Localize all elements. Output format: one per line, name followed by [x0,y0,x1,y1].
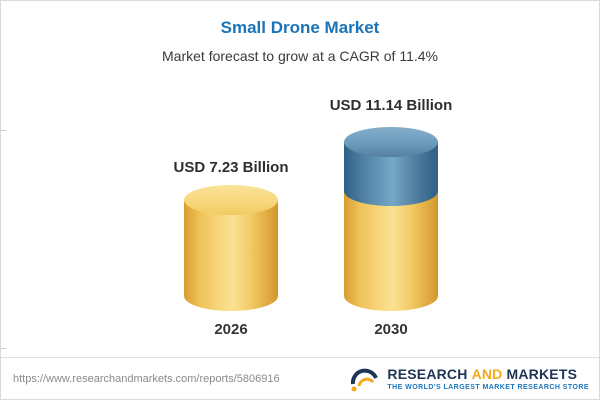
axis-tick-bottom [1,348,6,349]
logo-mark-icon [351,368,379,392]
logo-tagline: THE WORLD'S LARGEST MARKET RESEARCH STOR… [387,383,589,391]
logo-text: RESEARCH AND MARKETS THE WORLD'S LARGEST M… [387,366,589,391]
logo-word-markets: MARKETS [506,365,578,382]
brand-logo: RESEARCH AND MARKETS THE WORLD'S LARGEST M… [347,363,589,393]
chart-title: Small Drone Market [220,18,380,37]
bar-2030-yellow-segment [344,191,438,296]
bar-2026-top-face [184,185,278,215]
logo-word-and: AND [471,365,503,382]
chart-subtitle: Market forecast to grow at a CAGR of 11.… [162,48,438,64]
bar-2026-body [184,200,278,296]
bar-2026 [184,185,278,311]
x-axis-label-2026: 2026 [214,321,248,338]
source-url-link[interactable]: https://www.researchandmarkets.com/repor… [13,373,280,385]
logo-word-research: RESEARCH [387,365,468,382]
bar-value-label-2030: USD 11.14 Billion [329,97,453,114]
bar-2030 [344,127,438,311]
logo-wordmark: RESEARCH AND MARKETS [387,366,589,382]
x-axis-label-2030: 2030 [374,321,408,338]
axis-tick-top [1,130,6,131]
bar-value-label-2026: USD 7.23 Billion [173,159,289,176]
bar-2030-top-face [344,127,438,157]
footer-bar: https://www.researchandmarkets.com/repor… [1,357,599,399]
